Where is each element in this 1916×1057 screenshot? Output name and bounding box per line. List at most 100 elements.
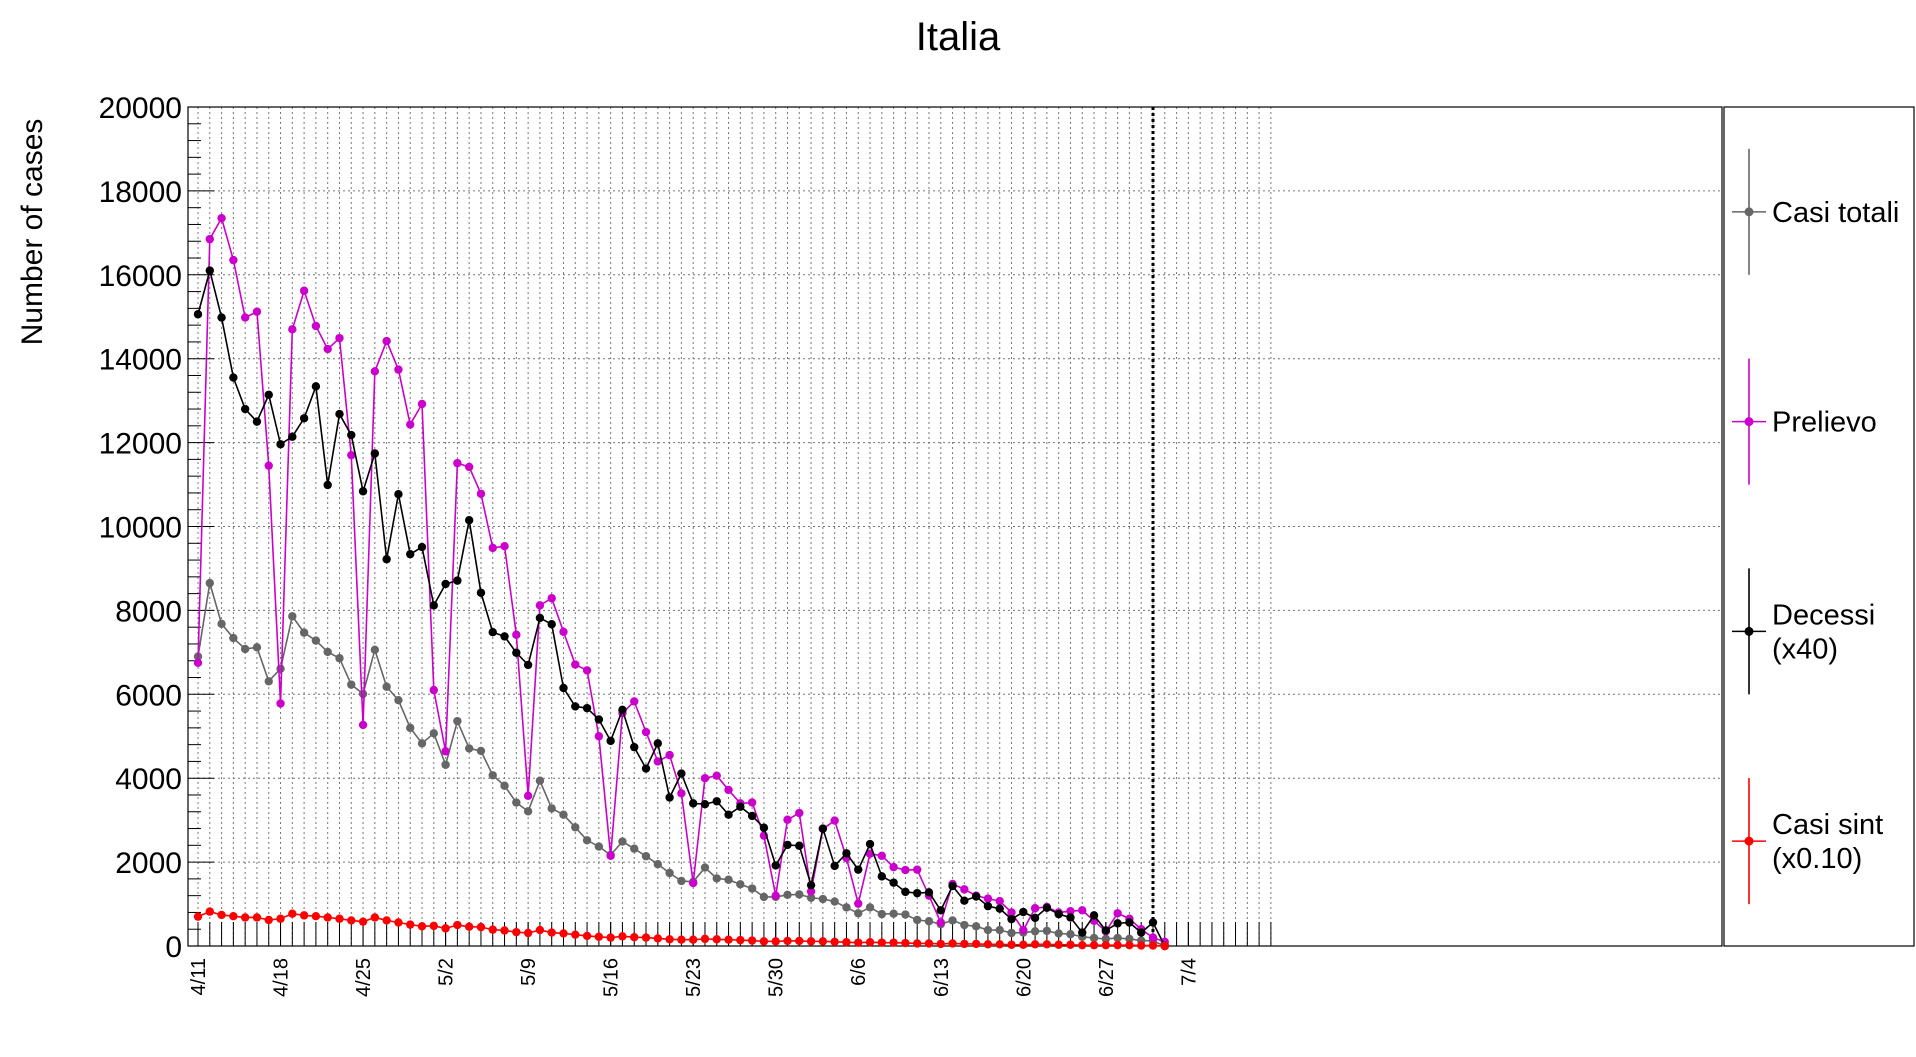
series-point — [193, 912, 203, 921]
series-point — [476, 922, 486, 932]
series-point — [1042, 903, 1052, 913]
series-point — [1113, 940, 1122, 950]
series-point — [995, 896, 1004, 906]
series-point — [217, 910, 226, 920]
series-point — [394, 365, 403, 374]
series-point — [1054, 929, 1063, 938]
series-point — [429, 601, 438, 610]
series-point — [960, 939, 969, 949]
series-point — [641, 933, 651, 942]
series-point — [205, 234, 214, 244]
series-layer — [193, 213, 1169, 951]
series-point — [523, 928, 533, 938]
series-point — [1089, 933, 1099, 943]
series-point — [983, 901, 993, 911]
legend-label: (x40) — [1772, 633, 1838, 665]
series-point — [995, 925, 1004, 935]
series-point — [488, 771, 497, 780]
series-point — [712, 797, 721, 806]
x-tick-label: 5/16 — [601, 958, 623, 997]
series-point — [464, 462, 474, 472]
series-point — [523, 791, 533, 801]
series-point — [547, 928, 556, 937]
series-point — [205, 907, 214, 916]
series-point — [688, 799, 698, 808]
series-point — [535, 613, 545, 623]
series-point — [948, 881, 957, 891]
series-point — [335, 409, 344, 419]
series-point — [795, 890, 804, 899]
series-point — [1019, 940, 1028, 949]
series-point — [1054, 909, 1063, 919]
series-point — [453, 576, 462, 585]
series-point — [653, 934, 663, 943]
series-point — [311, 321, 321, 331]
series-point — [818, 894, 828, 904]
series-point — [606, 933, 615, 942]
series-point — [865, 839, 875, 849]
series-point — [217, 619, 226, 629]
series-point — [747, 936, 757, 945]
x-tick-label: 4/11 — [188, 958, 210, 995]
series-point — [288, 432, 297, 441]
series-point — [912, 915, 922, 925]
legend-label: Casi totali — [1772, 197, 1899, 229]
series-point — [830, 861, 839, 871]
series-point — [995, 940, 1004, 949]
series-point — [406, 420, 415, 429]
series-point — [983, 894, 993, 903]
series-point — [665, 868, 674, 878]
series-point — [559, 683, 568, 693]
series-point — [960, 896, 969, 905]
series-point — [406, 549, 415, 559]
series-point — [688, 935, 698, 944]
series-point — [889, 862, 898, 872]
series-point — [1160, 941, 1169, 951]
y-axis-label: Number of cases — [16, 119, 49, 346]
series-point — [912, 888, 922, 898]
series-point — [464, 922, 474, 931]
series-point — [358, 487, 368, 496]
y-tick-label: 14000 — [99, 344, 182, 377]
series-point — [535, 925, 545, 935]
legend-marker — [1744, 207, 1754, 217]
series-point — [488, 543, 497, 553]
series-point — [1148, 933, 1158, 942]
series-point — [688, 878, 698, 888]
legend-marker — [1744, 417, 1754, 427]
series-point — [264, 390, 273, 399]
series-point — [1125, 918, 1134, 927]
series-point — [205, 266, 214, 275]
series-point — [618, 932, 627, 941]
series-point — [500, 632, 509, 641]
series-point — [347, 450, 356, 460]
series-point — [854, 938, 863, 947]
series-point — [677, 789, 686, 798]
series-point — [995, 904, 1004, 913]
series-point — [571, 930, 580, 939]
series-point — [288, 612, 297, 621]
series-point — [1066, 930, 1075, 939]
series-point — [323, 913, 332, 922]
series-point — [830, 937, 839, 947]
series-point — [677, 769, 686, 778]
series-point — [665, 793, 674, 802]
series-point — [618, 705, 627, 715]
series-point — [382, 682, 391, 691]
series-point — [217, 313, 226, 322]
series-point — [889, 909, 898, 918]
series-point — [677, 876, 686, 886]
series-point — [783, 890, 792, 900]
series-point — [1125, 940, 1134, 950]
series-point — [264, 461, 273, 470]
series-point — [901, 938, 910, 948]
series-point — [1054, 940, 1063, 949]
series-point — [1101, 934, 1111, 944]
series-point — [901, 910, 910, 919]
series-point — [712, 771, 721, 780]
series-point — [960, 920, 969, 930]
series-point — [240, 644, 250, 654]
series-point — [830, 816, 839, 825]
